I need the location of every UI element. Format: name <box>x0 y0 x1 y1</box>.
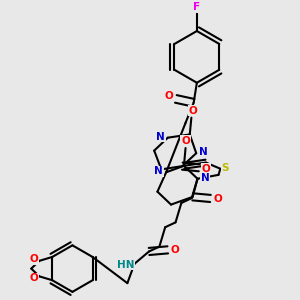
Text: O: O <box>171 245 180 255</box>
Text: O: O <box>214 194 222 204</box>
Text: O: O <box>29 254 38 264</box>
Text: N: N <box>199 147 208 157</box>
Text: F: F <box>193 2 200 12</box>
Text: HN: HN <box>117 260 134 270</box>
Text: O: O <box>164 91 173 101</box>
Text: O: O <box>202 164 211 174</box>
Text: N: N <box>156 132 165 142</box>
Text: O: O <box>29 273 38 283</box>
Text: N: N <box>201 173 210 183</box>
Text: O: O <box>181 136 190 146</box>
Text: O: O <box>189 106 197 116</box>
Text: S: S <box>221 163 229 173</box>
Text: N: N <box>154 166 163 176</box>
